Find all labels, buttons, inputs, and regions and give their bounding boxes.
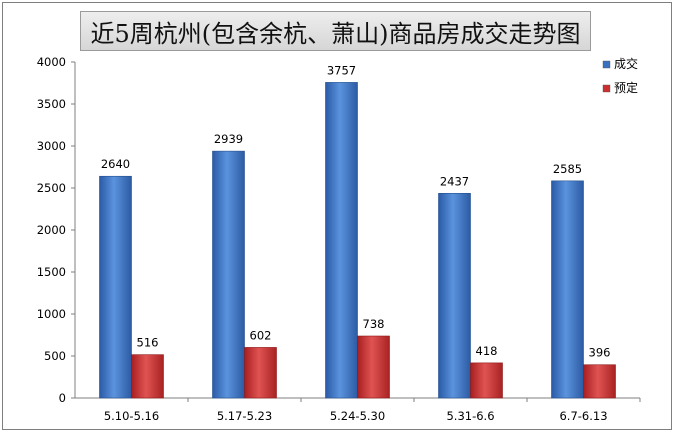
y-tick-label: 2000 [37, 223, 66, 237]
data-label: 516 [137, 336, 159, 350]
data-label: 602 [250, 328, 272, 342]
x-tick-label: 5.31-6.6 [446, 409, 494, 423]
y-tick-label: 2500 [37, 181, 66, 195]
bar-deal[interactable] [438, 192, 471, 399]
axes: 0 500 1000 1500 2000 2500 3000 3500 4000 5.10-5.1… [37, 55, 641, 423]
legend-label: 成交 [614, 56, 638, 71]
legend-swatch [602, 84, 611, 93]
data-labels: 2640 516 2939 602 3757 738 2437 418 2585 396 [101, 63, 611, 359]
data-label: 2939 [214, 132, 243, 146]
x-tick-label: 5.17-5.23 [217, 409, 272, 423]
data-label: 3757 [327, 63, 356, 77]
legend-swatch [602, 60, 611, 69]
bar-reserve[interactable] [583, 364, 616, 399]
bar-reserve[interactable] [131, 354, 164, 399]
bar-reserve[interactable] [357, 335, 390, 399]
y-tick-label: 4000 [37, 55, 66, 69]
x-tick-label: 5.10-5.16 [104, 409, 159, 423]
data-label: 2585 [553, 162, 582, 176]
chart-title-box[interactable]: 近5周杭州(包含余杭、萧山)商品房成交走势图 [80, 11, 591, 51]
x-tick-label: 5.24-5.30 [330, 409, 385, 423]
bar-deal[interactable] [99, 175, 132, 399]
bar-deal[interactable] [551, 180, 584, 399]
y-tick-label: 0 [59, 391, 66, 405]
data-label: 418 [476, 344, 498, 358]
bars [99, 82, 616, 399]
bar-reserve[interactable] [244, 347, 277, 399]
legend-label: 预定 [614, 80, 638, 95]
bar-deal[interactable] [212, 150, 245, 399]
y-tick-label: 500 [44, 349, 66, 363]
y-tick-label: 1500 [37, 265, 66, 279]
y-tick-label: 3500 [37, 97, 66, 111]
chart-title: 近5周杭州(包含余杭、萧山)商品房成交走势图 [90, 19, 581, 48]
data-label: 2437 [440, 174, 469, 188]
data-label: 396 [589, 346, 611, 360]
bar-reserve[interactable] [470, 362, 503, 399]
y-tick-label: 3000 [37, 139, 66, 153]
x-tick-label: 6.7-6.13 [559, 409, 607, 423]
data-label: 738 [363, 317, 385, 331]
bar-deal[interactable] [325, 82, 358, 399]
y-tick-label: 1000 [37, 307, 66, 321]
data-label: 2640 [101, 157, 130, 171]
